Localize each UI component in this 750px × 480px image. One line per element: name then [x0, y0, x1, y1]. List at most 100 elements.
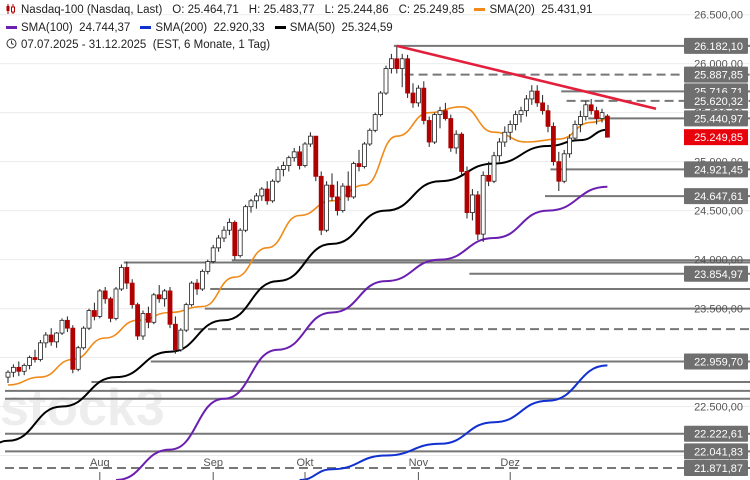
legend-row-1: Nasdaq-100 (Nasdaq, Last) O: 25.464,71 H: … — [6, 4, 592, 16]
level-label: 25.440,97 — [694, 113, 743, 125]
candle-body — [545, 110, 551, 127]
candle-body — [232, 221, 238, 257]
candle-body — [86, 310, 92, 329]
candle-body — [599, 112, 605, 119]
trendline — [396, 44, 657, 110]
watermark: stock3 — [0, 379, 165, 437]
candle-body — [253, 195, 259, 202]
candle-body — [529, 90, 535, 100]
candle-body — [216, 237, 222, 249]
candle-body — [297, 151, 303, 166]
level-label: 22.222,61 — [694, 429, 743, 441]
candle-body — [286, 157, 292, 166]
level-label: 23.854,97 — [694, 269, 743, 281]
low-value: L: 25.244,86 — [324, 4, 389, 16]
moving-averages — [0, 105, 608, 480]
sma200-value: 22.920,33 — [213, 22, 265, 34]
candle-body — [437, 110, 443, 116]
candle-body — [588, 104, 594, 112]
sma50-value: 25.324,59 — [341, 22, 393, 34]
candle-body — [578, 116, 583, 125]
x-tick-label: Okt — [296, 457, 313, 469]
range-note: (EST, 6 Monate, 1 Tag) — [152, 39, 271, 51]
candle-body — [124, 267, 130, 284]
level-label: 25.887,85 — [694, 70, 743, 82]
candle-body — [378, 92, 384, 116]
candle-body — [291, 151, 297, 159]
level-tag — [684, 188, 748, 205]
sma20-label: SMA(20) — [489, 4, 535, 16]
candle-body — [496, 141, 502, 157]
sma100-value: 24.744,37 — [79, 22, 131, 34]
candle-body — [81, 327, 86, 349]
level-tag — [684, 353, 748, 370]
candle-body — [65, 319, 70, 329]
candle-body — [259, 188, 265, 197]
x-tick-label: Aug — [90, 457, 110, 469]
candle-body — [453, 133, 459, 149]
candle-body — [361, 143, 367, 167]
instrument-name: Nasdaq-100 (Nasdaq, Last) — [21, 4, 163, 16]
level-tag — [684, 425, 748, 442]
candle-body — [145, 313, 151, 323]
candle-body — [513, 114, 518, 125]
candle-body — [567, 137, 572, 155]
candle-body — [194, 282, 200, 290]
candle-body — [556, 161, 562, 182]
candle-body — [108, 298, 113, 319]
candle-body — [189, 282, 195, 306]
y-tick-label: 26.500,00 — [694, 10, 743, 22]
level-tag — [684, 66, 748, 83]
candle-body — [399, 58, 405, 69]
candle-body — [178, 329, 184, 351]
candle-body — [307, 135, 313, 145]
candle-body — [324, 184, 330, 231]
x-tick-label: Sep — [203, 457, 223, 469]
candle-body — [210, 247, 216, 262]
candle-body — [345, 185, 351, 198]
level-label: 25.620,32 — [694, 96, 743, 108]
candle-body — [334, 196, 340, 212]
candle-body — [221, 229, 227, 239]
candle-body — [70, 327, 76, 370]
candle-body — [340, 185, 346, 212]
candle-body — [551, 125, 556, 163]
candle-body — [27, 357, 33, 366]
sma100-label: SMA(100) — [21, 22, 73, 34]
level-tag — [684, 161, 748, 178]
sma100-line — [115, 185, 608, 480]
candle-body — [480, 174, 486, 235]
level-label: 22.041,83 — [694, 446, 743, 458]
candle-body — [151, 294, 157, 323]
level-tag — [684, 92, 748, 109]
candle-body — [351, 163, 357, 198]
candle-body — [270, 180, 276, 202]
level-tag — [684, 265, 748, 282]
candle-body — [605, 115, 610, 138]
candle-body — [524, 98, 529, 112]
x-tick-label: Nov — [409, 457, 429, 469]
candle-body — [442, 110, 448, 119]
candle-body — [534, 90, 540, 104]
candle-body — [421, 87, 427, 121]
candle-body — [502, 131, 508, 143]
candle-body — [119, 267, 124, 290]
sma50-label: SMA(50) — [289, 22, 336, 34]
candle-body — [280, 165, 286, 170]
level-label: 21.871,87 — [694, 463, 743, 475]
sma50-swatch — [274, 26, 286, 30]
last-price-tag — [684, 129, 748, 146]
sma20-value: 25.431,91 — [541, 4, 593, 16]
candle-body — [329, 184, 335, 198]
level-label: 26.182,10 — [694, 41, 743, 53]
candle-body — [129, 282, 135, 306]
last-price-label: 25.249,85 — [694, 132, 743, 144]
candle-body — [156, 294, 162, 300]
candle-body — [432, 114, 438, 143]
candle-body — [372, 114, 378, 131]
level-tag — [684, 460, 748, 477]
candle-body — [226, 221, 232, 231]
candle-body — [135, 304, 141, 337]
clock-icon — [6, 38, 17, 49]
